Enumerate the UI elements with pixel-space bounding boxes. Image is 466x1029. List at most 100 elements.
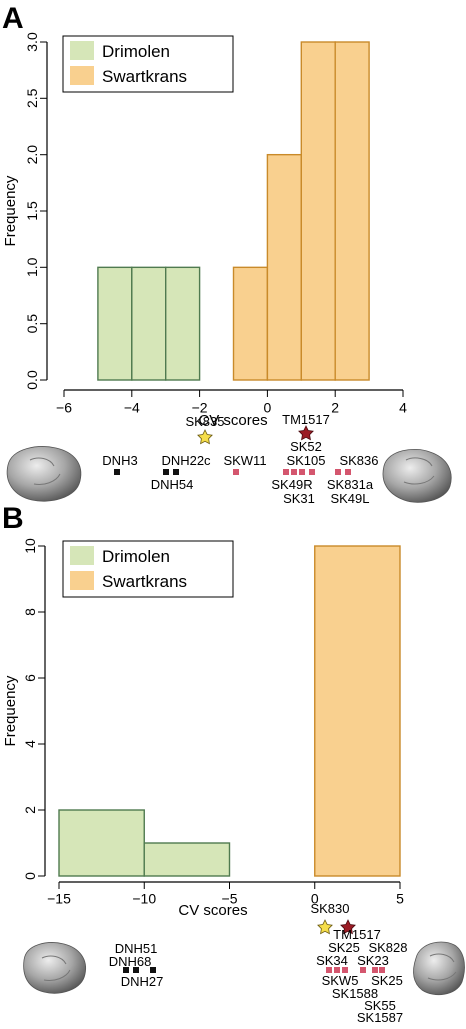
panel-a-bar-drimolen (131, 266, 167, 381)
specimen-label: TM1517 (282, 412, 330, 427)
marker-swartkrans (334, 967, 340, 973)
panel-a-bar-swartkrans (266, 153, 302, 381)
specimen-label: SK49R (271, 477, 312, 492)
marker-swartkrans (345, 469, 351, 475)
panel-b-legend-label-swartkrans: Swartkrans (102, 572, 187, 591)
tooth-right-a (382, 449, 452, 503)
panel-b-legend-swatch-drimolen (70, 546, 94, 565)
marker-drimolen (114, 469, 120, 475)
marker-swartkrans (299, 469, 305, 475)
panel-b-y-tick-label: 0 (22, 872, 38, 880)
panel-b-chart: 0 2 4 6 8 10 Frequency −15 −10 −5 0 5 CV… (2, 538, 404, 919)
specimen-label: DNH54 (151, 477, 194, 492)
specimen-label: SK835 (185, 414, 224, 429)
marker-swartkrans (335, 469, 341, 475)
specimen-label: SK828 (368, 940, 407, 955)
marker-drimolen (123, 967, 129, 973)
panel-b-letter: B (2, 502, 24, 535)
panel-b-bars (58, 545, 401, 877)
panel-a-legend-label-drimolen: Drimolen (102, 42, 170, 61)
specimen-label: DNH51 (115, 941, 158, 956)
specimen-label: SK1588 (332, 986, 378, 1001)
specimen-label: DNH3 (102, 453, 137, 468)
panel-a-y-tick-label: 0.0 (24, 370, 40, 390)
specimen-label: SKW11 (223, 453, 266, 468)
panel-b-y-tick-label: 8 (22, 608, 38, 616)
specimen-label: SK1587 (357, 1010, 403, 1024)
specimen-label: SK52 (290, 439, 322, 454)
specimen-label: SK836 (339, 453, 378, 468)
panel-b-y-axis-label: Frequency (2, 675, 19, 746)
marker-drimolen (163, 469, 169, 475)
panel-a-x-tick-label: −4 (124, 400, 140, 416)
specimen-label: SK49L (330, 491, 369, 506)
panel-b-bar-drimolen (58, 809, 145, 877)
panel-b-x-tick-label: −10 (132, 891, 156, 907)
panel-a-letter: A (2, 2, 24, 35)
marker-drimolen (150, 967, 156, 973)
panel-a-bar-swartkrans (300, 41, 336, 381)
specimen-label: TM1517 (333, 927, 381, 942)
panel-a-bar-swartkrans (334, 41, 370, 381)
panel-a-x-tick-label: 0 (264, 400, 272, 416)
marker-drimolen (173, 469, 179, 475)
panel-b-legend-swatch-swartkrans (70, 571, 94, 590)
panel-a-legend-swatch-drimolen (70, 41, 94, 60)
panel-b-x-tick-label: −5 (222, 891, 238, 907)
marker-swartkrans (342, 967, 348, 973)
panel-a-x-ticks: −6 −4 −2 0 2 4 (56, 390, 407, 416)
panel-a-bars (97, 41, 370, 381)
specimen-label: SK25 (371, 973, 403, 988)
marker-swartkrans (326, 967, 332, 973)
specimen-label: SK831a (327, 477, 374, 492)
panel-b-y-tick-label: 2 (22, 806, 38, 814)
panel-a-legend-swatch-swartkrans (70, 66, 94, 85)
specimen-label: SKW5 (322, 973, 359, 988)
tooth-left-a (6, 446, 82, 502)
panel-a-y-tick-label: 3.0 (24, 32, 40, 52)
tooth-right-b (413, 941, 465, 996)
panel-a-y-tick-label: 1.5 (24, 201, 40, 221)
specimen-label: SK23 (357, 953, 389, 968)
specimen-label: SK105 (286, 453, 325, 468)
panel-b-legend: Drimolen Swartkrans (62, 540, 234, 598)
panel-a-x-axis-label: CV scores (198, 412, 267, 429)
panel-a-y-tick-label: 2.5 (24, 88, 40, 108)
specimen-label: DNH22c (161, 453, 211, 468)
panel-a-y-tick-label: 2.0 (24, 145, 40, 165)
panel-a-x-tick-label: 4 (399, 400, 407, 416)
panel-b-x-ticks: −15 −10 −5 0 5 (47, 882, 404, 907)
panel-b-x-axis-label: CV scores (178, 902, 247, 919)
star-sk830 (317, 919, 333, 935)
panel-a-legend: Drimolen Swartkrans (62, 35, 234, 93)
marker-swartkrans (360, 967, 366, 973)
star-sk835 (197, 429, 213, 445)
specimen-label: SK830 (310, 901, 349, 916)
panel-b-x-tick-label: −15 (47, 891, 71, 907)
specimen-label: SK31 (283, 491, 315, 506)
panel-a-x-tick-label: −6 (56, 400, 72, 416)
panel-a-bar-drimolen (97, 266, 133, 381)
panel-a-y-ticks: 0.0 0.5 1.0 1.5 2.0 2.5 3.0 (24, 32, 47, 390)
panel-b-x-tick-label: 5 (396, 891, 404, 907)
panel-a-bar-swartkrans (232, 266, 269, 381)
tooth-left-b (23, 942, 87, 994)
panel-b-y-tick-label: 6 (22, 674, 38, 682)
panel-b-y-ticks: 0 2 4 6 8 10 (22, 538, 45, 880)
specimen-label: SK25 (328, 940, 360, 955)
marker-swartkrans (309, 469, 315, 475)
marker-swartkrans (283, 469, 289, 475)
marker-swartkrans (379, 967, 385, 973)
specimen-label: DNH27 (121, 974, 164, 989)
panel-b-bar-drimolen (143, 842, 231, 877)
marker-drimolen (133, 967, 139, 973)
panel-a-bar-drimolen (164, 266, 201, 381)
panel-b-bar-swartkrans (314, 545, 401, 877)
panel-a-chart: 0.0 0.5 1.0 1.5 2.0 2.5 3.0 Frequency −6… (2, 32, 407, 429)
marker-swartkrans (233, 469, 239, 475)
panel-a-y-tick-label: 1.0 (24, 257, 40, 277)
panel-a-legend-label-swartkrans: Swartkrans (102, 67, 187, 86)
marker-swartkrans (291, 469, 297, 475)
panel-b-x-tick-label: 0 (311, 891, 319, 907)
